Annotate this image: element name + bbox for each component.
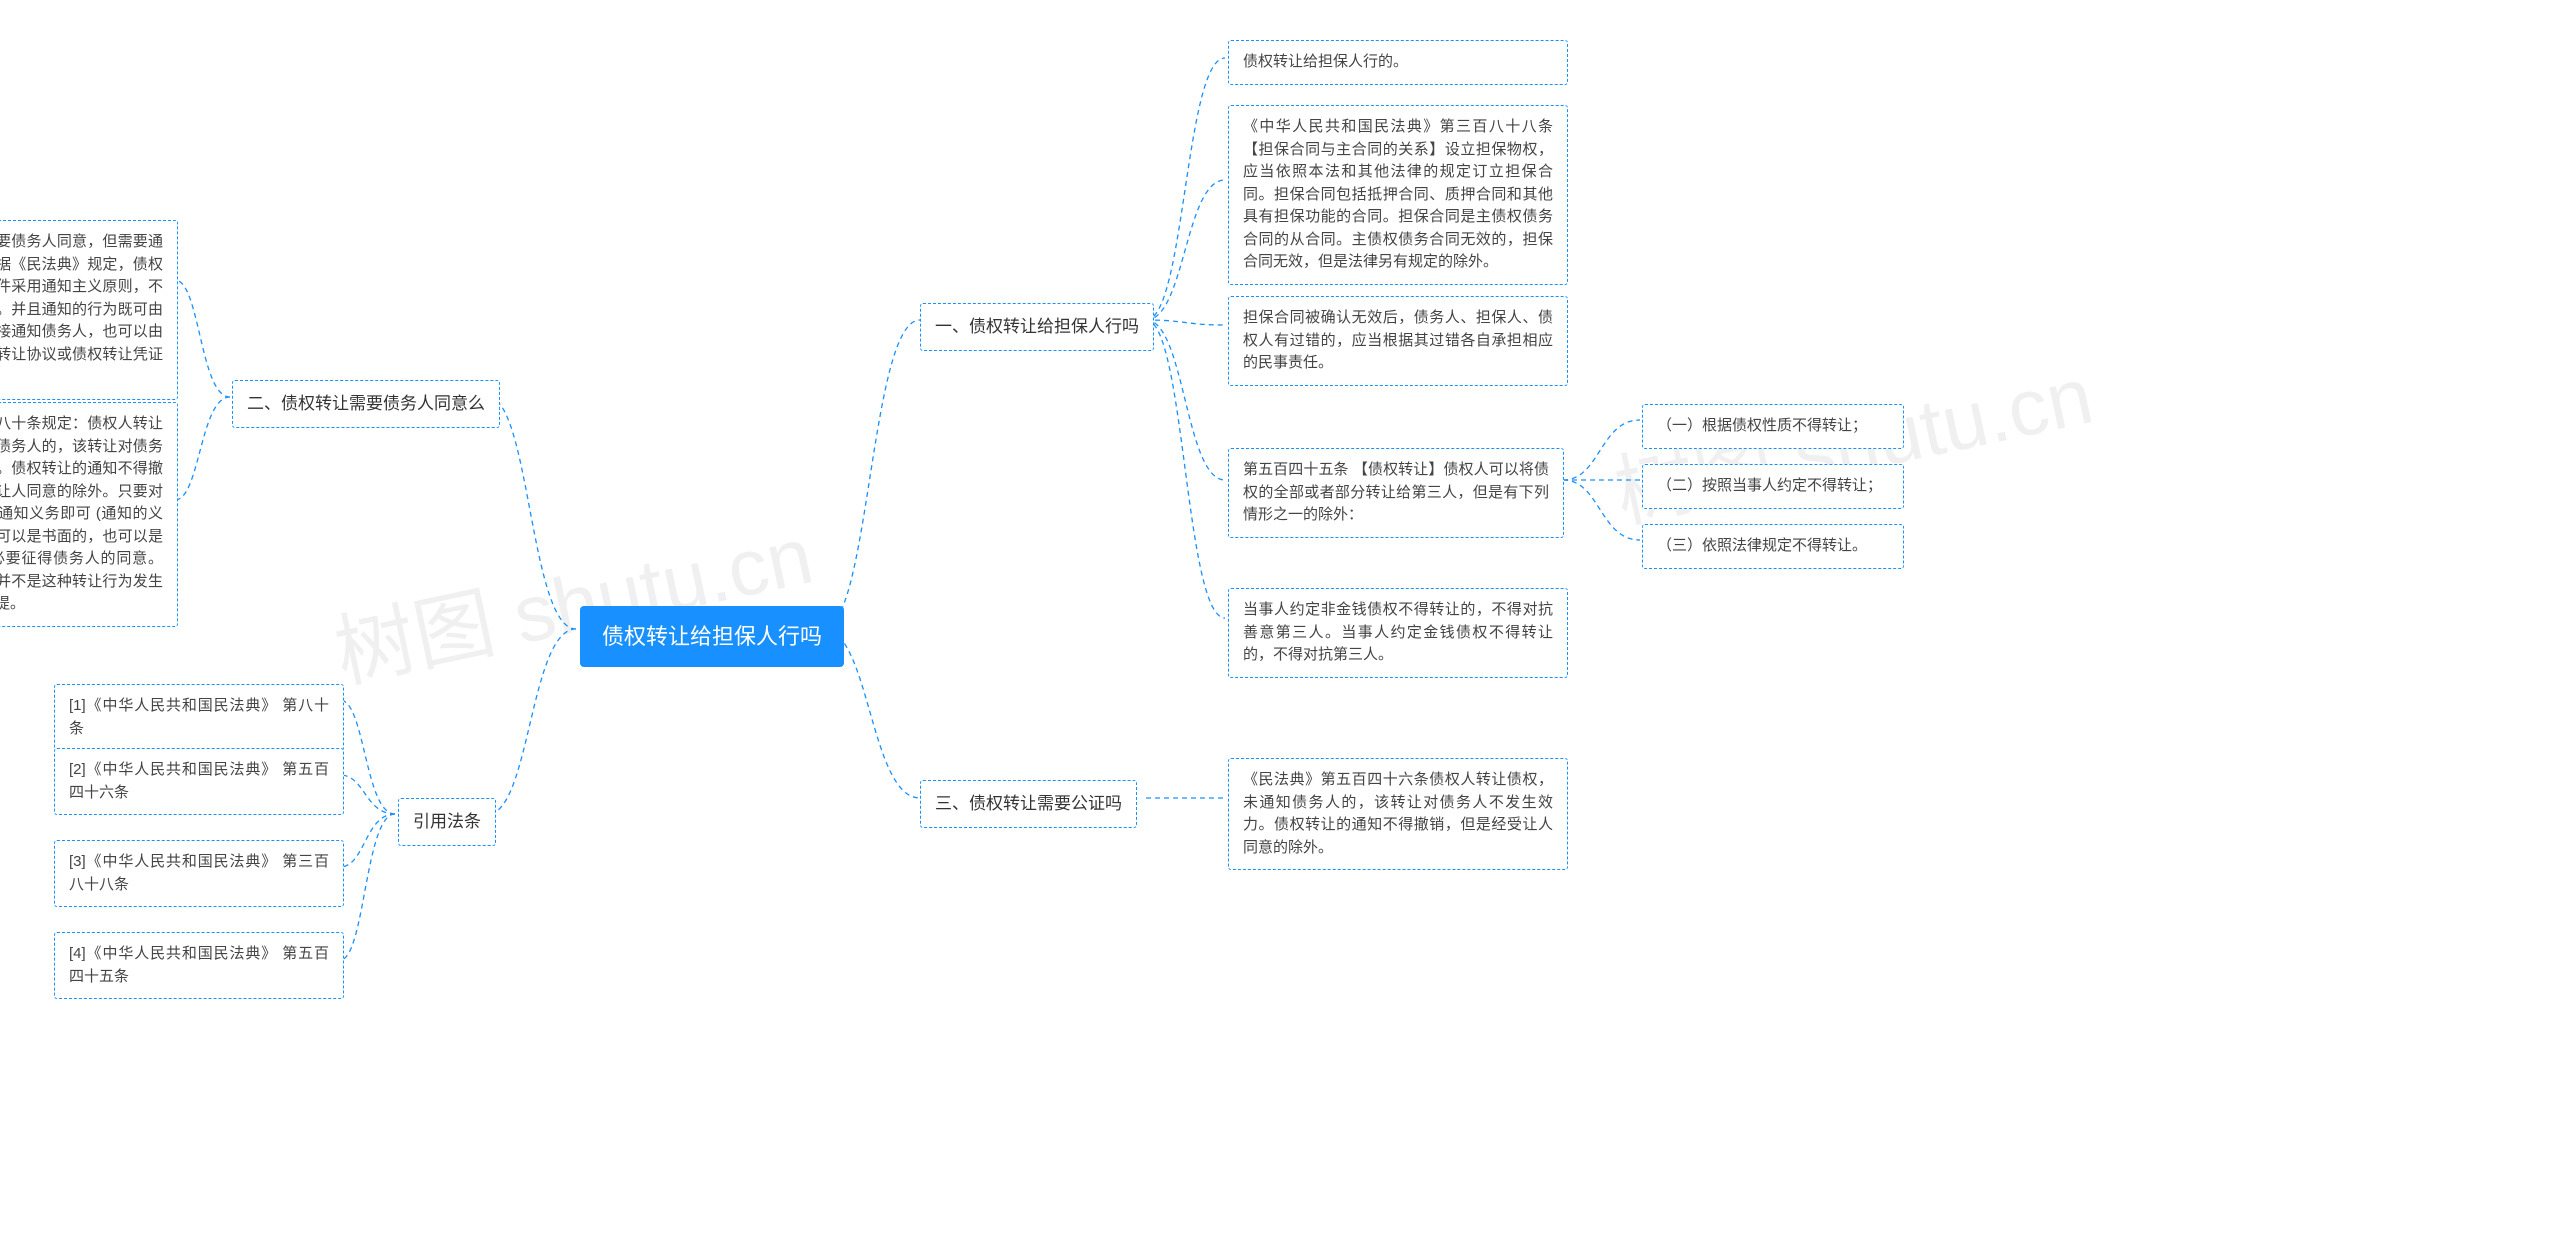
leaf-node: 债权转让给担保人行的。 bbox=[1228, 40, 1568, 85]
leaf-node: 《民法典》第八十条规定：债权人转让债权，未通知债务人的，该转让对债务人不发生效力… bbox=[0, 402, 178, 627]
leaf-node: （一）根据债权性质不得转让； bbox=[1642, 404, 1904, 449]
leaf-node: [3]《中华人民共和国民法典》 第三百八十八条 bbox=[54, 840, 344, 907]
branch-node-2: 二、债权转让需要债务人同意么 bbox=[232, 380, 500, 428]
leaf-node: 债权转让不需要债务人同意，但需要通知债务人。依据《民法典》规定，债权转让的生效要… bbox=[0, 220, 178, 400]
branch-node-3: 三、债权转让需要公证吗 bbox=[920, 780, 1137, 828]
watermark: 树图 shutu.cn bbox=[323, 491, 821, 705]
branch-node-1: 一、债权转让给担保人行吗 bbox=[920, 303, 1154, 351]
leaf-node: 当事人约定非金钱债权不得转让的，不得对抗善意第三人。当事人约定金钱债权不得转让的… bbox=[1228, 588, 1568, 678]
leaf-node: [4]《中华人民共和国民法典》 第五百四十五条 bbox=[54, 932, 344, 999]
branch-node-4: 引用法条 bbox=[398, 798, 496, 846]
leaf-node: 担保合同被确认无效后，债务人、担保人、债权人有过错的，应当根据其过错各自承担相应… bbox=[1228, 296, 1568, 386]
root-node: 债权转让给担保人行吗 bbox=[580, 606, 844, 667]
leaf-node: （三）依照法律规定不得转让。 bbox=[1642, 524, 1904, 569]
leaf-node: [2]《中华人民共和国民法典》 第五百四十六条 bbox=[54, 748, 344, 815]
leaf-node: 第五百四十五条 【债权转让】债权人可以将债权的全部或者部分转让给第三人，但是有下… bbox=[1228, 448, 1564, 538]
leaf-node: 《民法典》第五百四十六条债权人转让债权，未通知债务人的，该转让对债务人不发生效力… bbox=[1228, 758, 1568, 870]
leaf-node: 《中华人民共和国民法典》第三百八十八条 【担保合同与主合同的关系】设立担保物权，… bbox=[1228, 105, 1568, 285]
leaf-node: （二）按照当事人约定不得转让； bbox=[1642, 464, 1904, 509]
leaf-node: [1]《中华人民共和国民法典》 第八十条 bbox=[54, 684, 344, 751]
